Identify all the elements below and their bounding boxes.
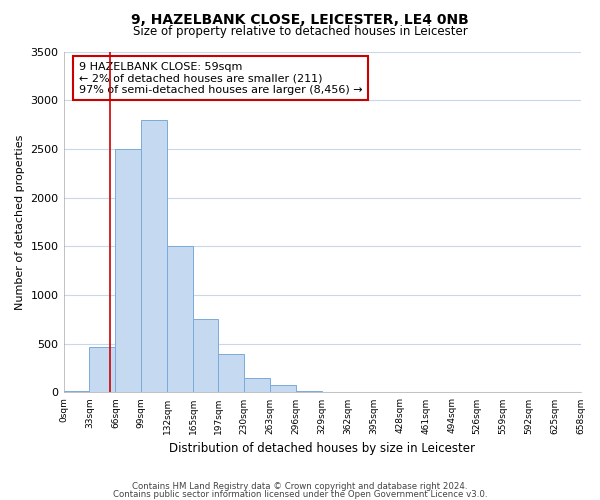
- Bar: [64, 391, 89, 392]
- Bar: [115, 149, 142, 392]
- Bar: [142, 120, 167, 392]
- Text: 9, HAZELBANK CLOSE, LEICESTER, LE4 0NB: 9, HAZELBANK CLOSE, LEICESTER, LE4 0NB: [131, 12, 469, 26]
- Bar: [193, 320, 218, 392]
- Text: Size of property relative to detached houses in Leicester: Size of property relative to detached ho…: [133, 25, 467, 38]
- Bar: [244, 378, 270, 392]
- Bar: [218, 354, 244, 393]
- Text: Contains HM Land Registry data © Crown copyright and database right 2024.: Contains HM Land Registry data © Crown c…: [132, 482, 468, 491]
- Bar: [296, 391, 322, 392]
- X-axis label: Distribution of detached houses by size in Leicester: Distribution of detached houses by size …: [169, 442, 475, 455]
- Text: 9 HAZELBANK CLOSE: 59sqm
← 2% of detached houses are smaller (211)
97% of semi-d: 9 HAZELBANK CLOSE: 59sqm ← 2% of detache…: [79, 62, 362, 95]
- Bar: [89, 346, 115, 393]
- Y-axis label: Number of detached properties: Number of detached properties: [15, 134, 25, 310]
- Bar: [270, 385, 296, 392]
- Text: Contains public sector information licensed under the Open Government Licence v3: Contains public sector information licen…: [113, 490, 487, 499]
- Bar: [167, 246, 193, 392]
